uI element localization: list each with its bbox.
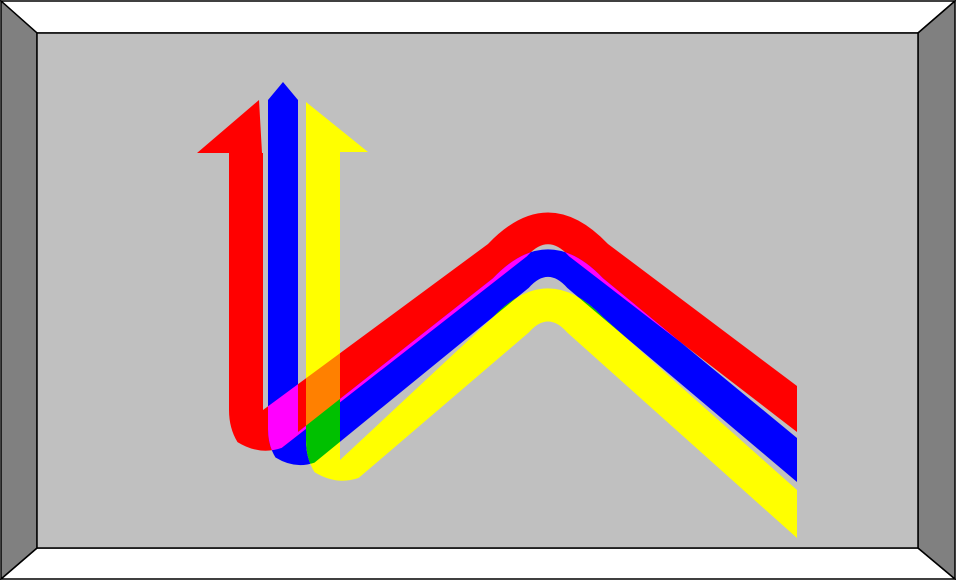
frame-right-bevel — [917, 0, 956, 580]
frame-left-bevel — [0, 0, 38, 580]
arrows-group — [197, 82, 797, 538]
blue-arrow — [268, 82, 797, 482]
frame-bottom-bevel — [0, 547, 956, 580]
yellow-arrow — [306, 102, 797, 538]
frame-top-bevel — [0, 0, 956, 34]
